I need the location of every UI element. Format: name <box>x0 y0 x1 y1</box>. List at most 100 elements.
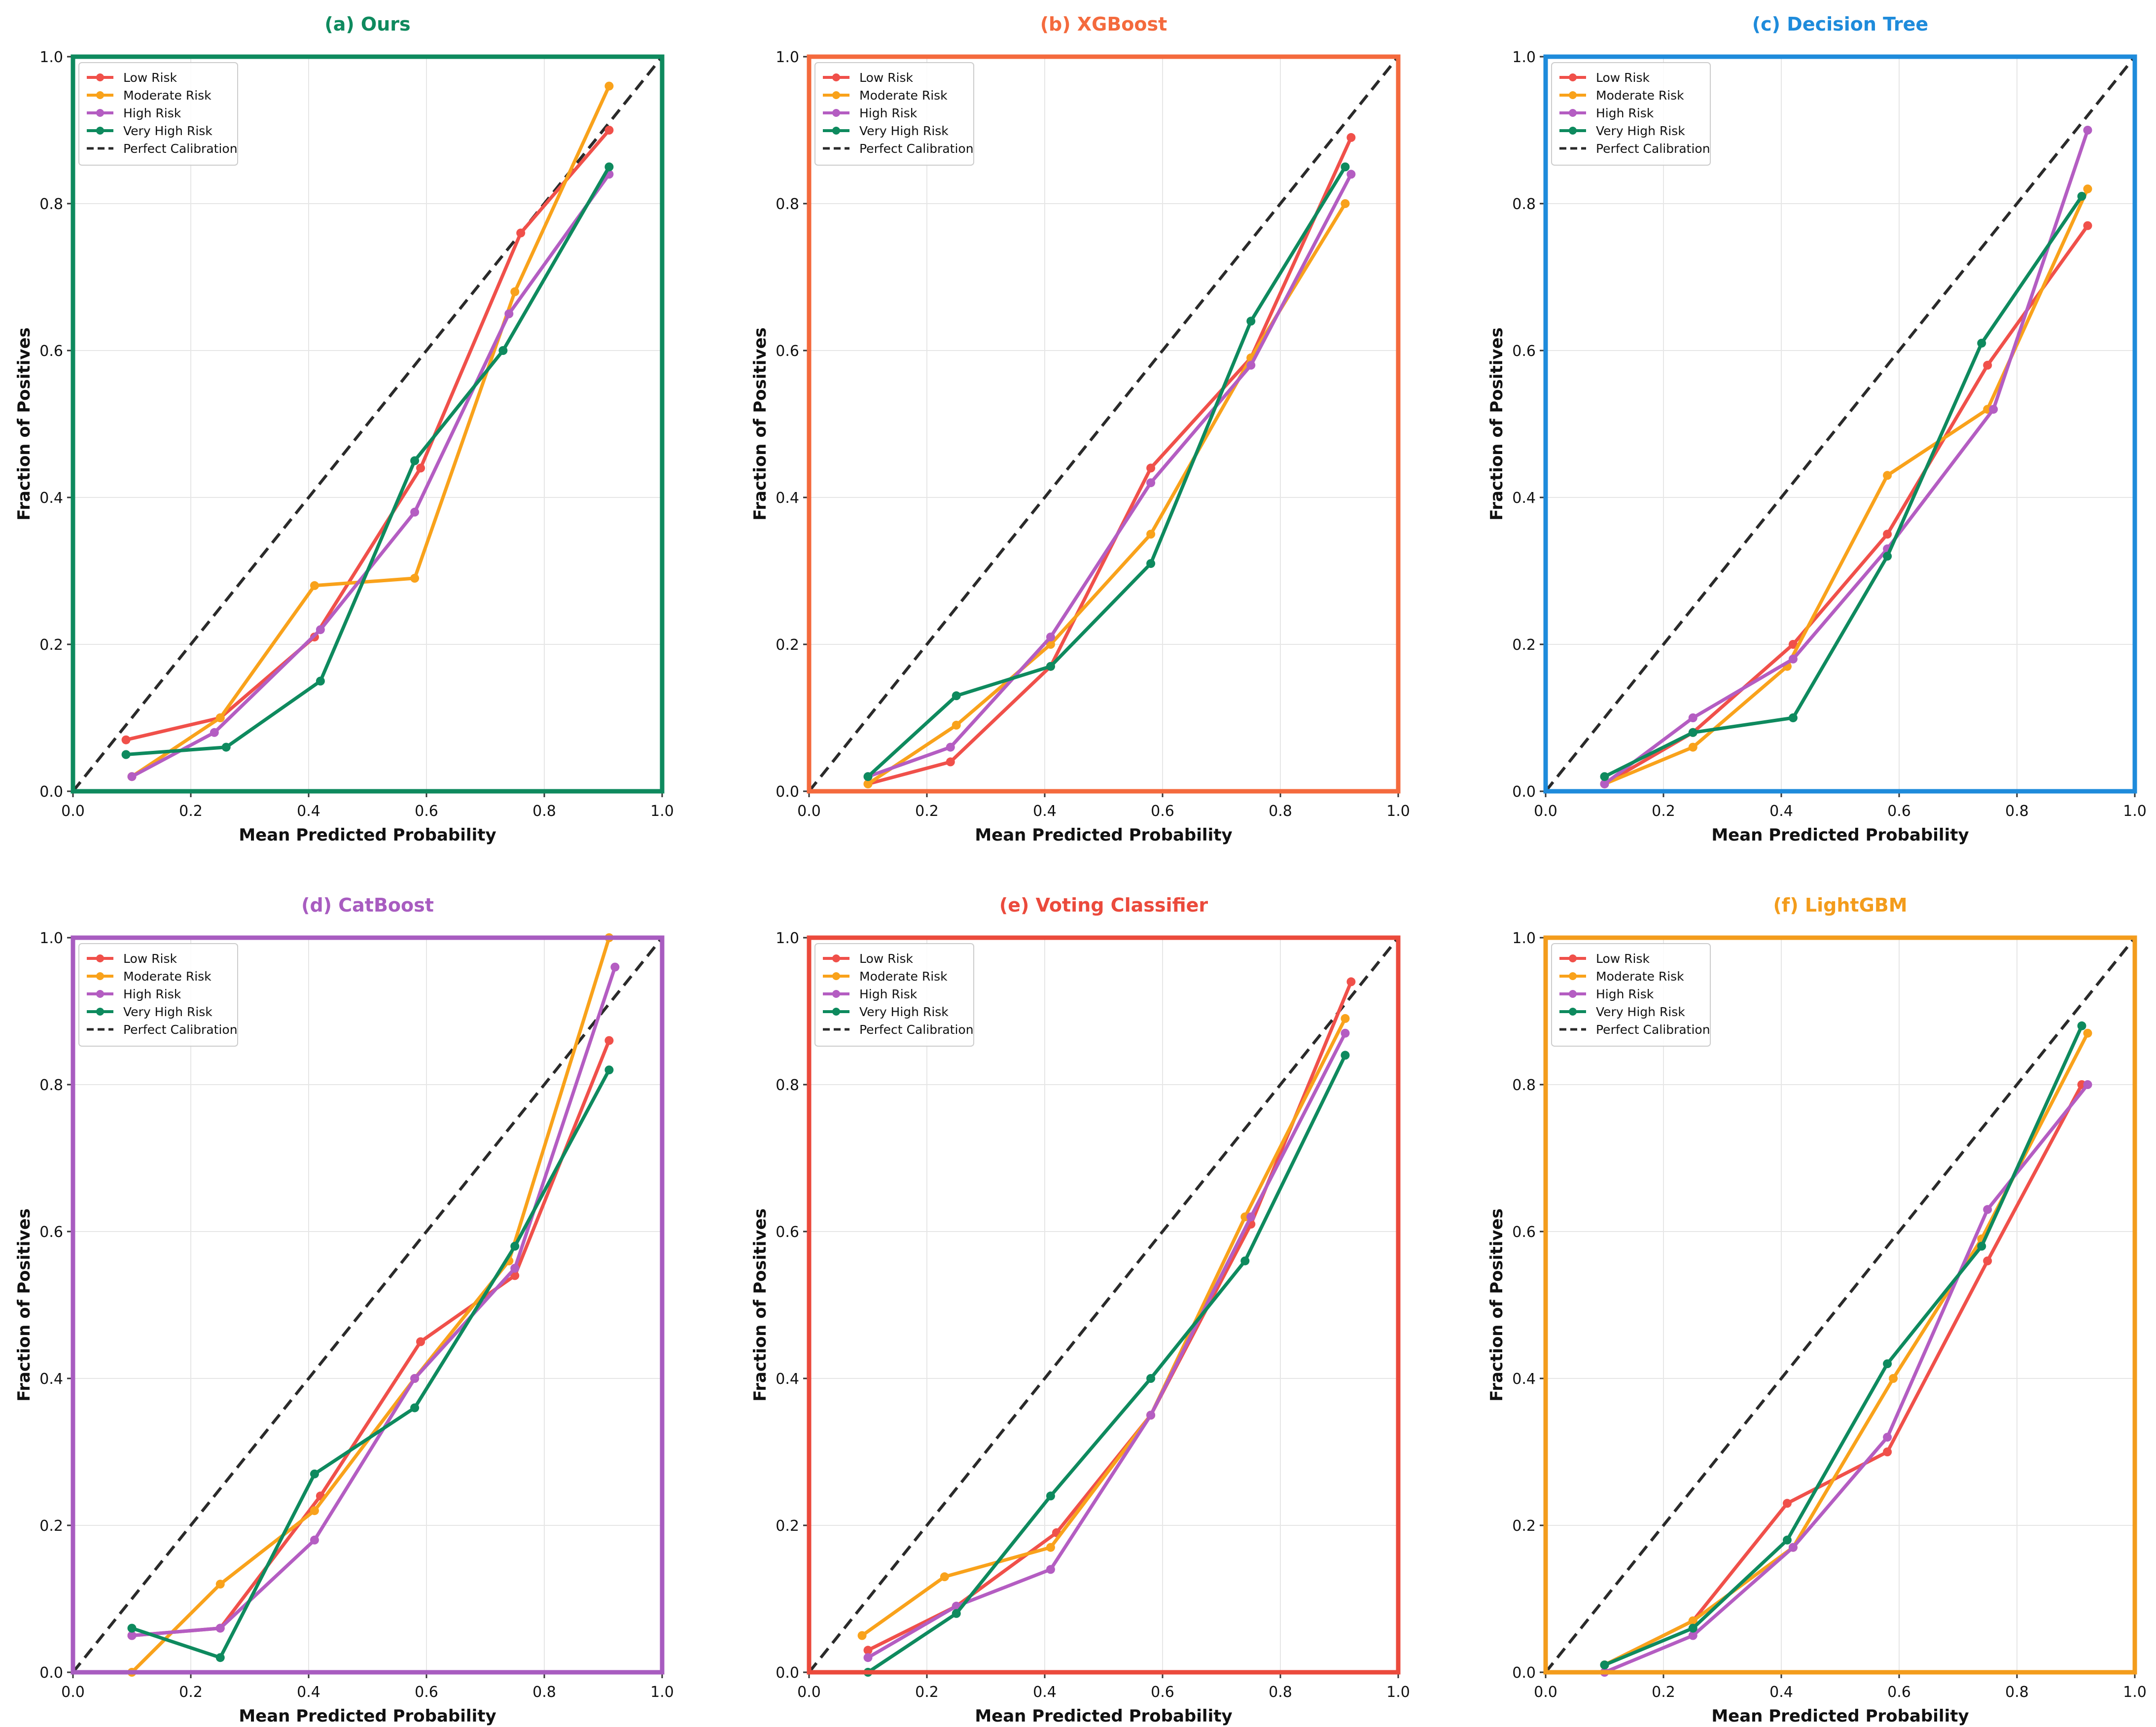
legend: Low Risk Moderate Risk High Risk Very High … <box>78 943 238 1047</box>
data-point <box>604 1036 614 1045</box>
y-tick-label: 0.4 <box>39 490 63 507</box>
x-tick-label: 0.6 <box>1151 803 1174 820</box>
data-point <box>1883 1359 1892 1369</box>
y-tick-label: 0.0 <box>39 1664 63 1682</box>
legend: Low Risk Moderate Risk High Risk Very High … <box>1551 62 1711 166</box>
data-point <box>1146 1410 1156 1420</box>
data-point <box>410 456 420 465</box>
data-point <box>1688 713 1697 722</box>
legend-box <box>78 62 238 166</box>
data-point <box>410 507 420 517</box>
data-point <box>604 162 614 172</box>
legend-label: High Risk <box>859 987 918 1001</box>
y-tick-label: 1.0 <box>39 930 63 947</box>
legend-label: Moderate Risk <box>859 969 948 984</box>
legend: Low Risk Moderate Risk High Risk Very High … <box>78 62 238 166</box>
chart-title: (a) Ours <box>324 13 410 35</box>
y-axis-label: Fraction of Positives <box>1487 327 1507 521</box>
data-point <box>310 581 319 590</box>
data-point <box>1883 1433 1892 1442</box>
legend-marker <box>1569 1008 1577 1016</box>
chart-panel-2: 0.0 0.2 0.4 0.6 0.8 1.0 0.0 0.2 0.4 0.6 0.8 1.0 Mean… <box>750 13 1410 845</box>
data-point <box>2083 1080 2092 1089</box>
chart-title: (b) XGBoost <box>1040 13 1167 35</box>
data-point <box>1983 1205 1992 1214</box>
data-point <box>410 1403 420 1412</box>
data-point <box>510 287 520 296</box>
data-point <box>1782 1499 1792 1508</box>
legend-label: High Risk <box>1596 987 1654 1001</box>
data-point <box>1146 478 1156 488</box>
data-point <box>310 1506 319 1516</box>
data-point <box>215 1653 225 1662</box>
y-tick-label: 0.0 <box>39 783 63 801</box>
legend-marker <box>96 91 104 99</box>
x-tick-label: 0.0 <box>797 803 821 820</box>
y-tick-label: 0.2 <box>776 636 799 654</box>
x-tick-label: 0.6 <box>415 1684 438 1701</box>
data-point <box>863 1653 873 1662</box>
x-tick-label: 0.4 <box>1769 1684 1793 1701</box>
x-tick-label: 0.0 <box>61 803 85 820</box>
legend-box <box>1551 943 1711 1047</box>
series-line-high-risk <box>866 1031 1347 1659</box>
x-tick-label: 0.8 <box>1269 803 1292 820</box>
data-point <box>1600 779 1609 789</box>
x-tick-label: 0.0 <box>1534 803 1557 820</box>
x-tick-label: 1.0 <box>2123 1684 2147 1701</box>
data-point <box>510 1264 520 1273</box>
data-point <box>1246 360 1256 370</box>
data-point <box>952 1609 961 1618</box>
data-point <box>1146 559 1156 568</box>
legend-marker <box>832 1008 840 1016</box>
data-point <box>1883 552 1892 561</box>
y-tick-label: 0.6 <box>39 343 63 360</box>
series-line-high-risk <box>866 172 1353 778</box>
data-point <box>316 625 325 634</box>
legend-marker <box>96 73 104 81</box>
legend: Low Risk Moderate Risk High Risk Very High … <box>814 943 974 1047</box>
legend-label: Moderate Risk <box>123 88 212 103</box>
legend-label: Low Risk <box>123 952 177 966</box>
legend-box <box>814 62 974 166</box>
data-point <box>863 772 873 781</box>
series-line-moderate-risk <box>130 936 611 1674</box>
x-axis-label: Mean Predicted Probability <box>239 825 496 845</box>
data-point <box>215 1623 225 1633</box>
series-line-high-risk <box>1603 128 2089 786</box>
legend-box <box>814 943 974 1047</box>
legend-label: Low Risk <box>1596 952 1650 966</box>
legend-label: Very High Risk <box>859 124 949 138</box>
y-tick-label: 0.6 <box>1512 343 1536 360</box>
data-point <box>1246 317 1256 326</box>
data-point <box>516 228 526 238</box>
y-tick-label: 1.0 <box>1512 49 1536 66</box>
data-point <box>416 463 425 473</box>
data-point <box>1046 633 1055 642</box>
data-point <box>1688 1631 1697 1640</box>
data-point <box>857 1631 867 1640</box>
x-tick-label: 1.0 <box>1386 803 1410 820</box>
data-point <box>1146 463 1156 473</box>
legend-label: Perfect Calibration <box>859 1022 974 1037</box>
plot-frame <box>71 935 665 1675</box>
perfect-calibration-line <box>1544 937 2136 1673</box>
chart-panel-3: 0.0 0.2 0.4 0.6 0.8 1.0 0.0 0.2 0.4 0.6 0.8 1.0 Mean… <box>1487 13 2147 845</box>
legend-label: High Risk <box>859 106 918 120</box>
x-axis-label: Mean Predicted Probability <box>975 1706 1232 1726</box>
legend-label: Low Risk <box>123 70 177 85</box>
x-tick-label: 0.0 <box>1534 1684 1557 1701</box>
y-tick-label: 1.0 <box>39 49 63 66</box>
legend-marker <box>832 73 840 81</box>
legend-marker <box>1569 127 1577 135</box>
chart-panel-6: 0.0 0.2 0.4 0.6 0.8 1.0 0.0 0.2 0.4 0.6 0.8 1.0 Mean… <box>1487 894 2147 1726</box>
data-point <box>504 309 514 318</box>
data-point <box>1983 360 1992 370</box>
y-tick-label: 0.8 <box>39 1077 63 1094</box>
y-axis-label: Fraction of Positives <box>1487 1208 1507 1402</box>
plot-frame <box>807 54 1401 794</box>
data-point <box>121 750 131 759</box>
legend-marker <box>96 972 104 980</box>
perfect-calibration-line <box>808 937 1400 1673</box>
legend-label: Very High Risk <box>1596 124 1685 138</box>
